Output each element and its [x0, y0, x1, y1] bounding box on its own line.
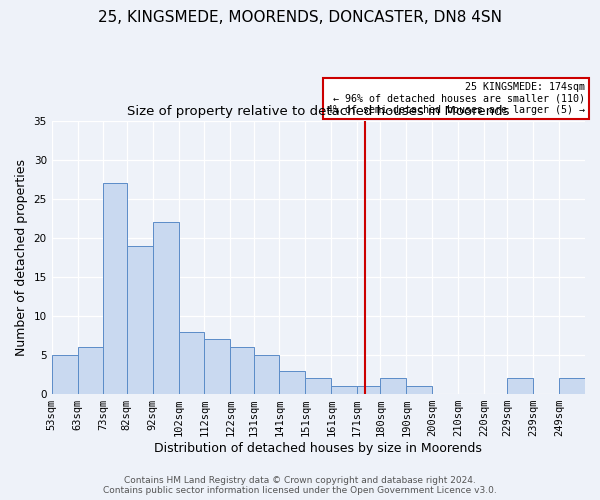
Bar	[305, 378, 331, 394]
Bar	[230, 348, 254, 394]
Text: 25 KINGSMEDE: 174sqm
← 96% of detached houses are smaller (110)
4% of semi-detac: 25 KINGSMEDE: 174sqm ← 96% of detached h…	[327, 82, 585, 116]
Bar	[127, 246, 152, 394]
Bar	[254, 355, 280, 394]
Text: 25, KINGSMEDE, MOORENDS, DONCASTER, DN8 4SN: 25, KINGSMEDE, MOORENDS, DONCASTER, DN8 …	[98, 10, 502, 25]
Bar	[52, 355, 77, 394]
Bar	[508, 378, 533, 394]
Bar	[357, 386, 380, 394]
Bar	[331, 386, 357, 394]
Bar	[280, 370, 305, 394]
Bar	[406, 386, 432, 394]
X-axis label: Distribution of detached houses by size in Moorends: Distribution of detached houses by size …	[154, 442, 482, 455]
Bar	[179, 332, 205, 394]
Bar	[77, 348, 103, 394]
Bar	[205, 340, 230, 394]
Bar	[380, 378, 406, 394]
Bar	[152, 222, 179, 394]
Y-axis label: Number of detached properties: Number of detached properties	[15, 159, 28, 356]
Text: Contains HM Land Registry data © Crown copyright and database right 2024.
Contai: Contains HM Land Registry data © Crown c…	[103, 476, 497, 495]
Bar	[559, 378, 585, 394]
Bar	[103, 184, 127, 394]
Title: Size of property relative to detached houses in Moorends: Size of property relative to detached ho…	[127, 106, 509, 118]
